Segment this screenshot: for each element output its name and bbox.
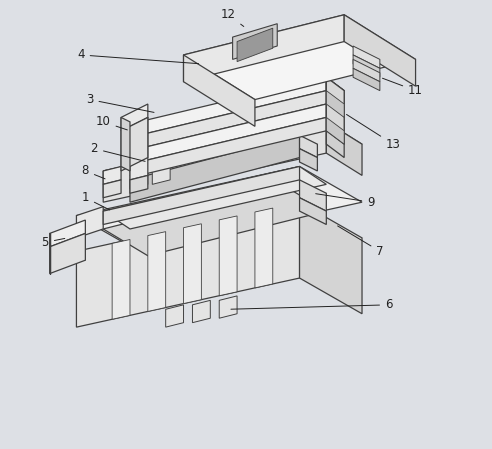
Polygon shape — [139, 117, 326, 176]
Polygon shape — [76, 167, 362, 251]
Polygon shape — [103, 122, 362, 193]
Polygon shape — [326, 91, 344, 117]
Polygon shape — [353, 68, 380, 91]
Polygon shape — [103, 185, 326, 256]
Polygon shape — [255, 208, 273, 288]
Text: 8: 8 — [82, 164, 105, 179]
Polygon shape — [112, 239, 130, 319]
Polygon shape — [326, 104, 344, 144]
Polygon shape — [184, 224, 201, 304]
Polygon shape — [121, 104, 148, 131]
Polygon shape — [103, 122, 326, 202]
Polygon shape — [130, 135, 300, 202]
Polygon shape — [300, 135, 317, 158]
Polygon shape — [130, 176, 148, 193]
Polygon shape — [103, 167, 121, 185]
Polygon shape — [326, 131, 344, 158]
Polygon shape — [219, 216, 237, 296]
Text: 3: 3 — [86, 93, 154, 112]
Polygon shape — [121, 117, 148, 171]
Text: 1: 1 — [82, 191, 110, 210]
Polygon shape — [300, 198, 326, 224]
Polygon shape — [300, 149, 317, 171]
Text: 12: 12 — [220, 8, 244, 26]
Polygon shape — [153, 153, 170, 171]
Polygon shape — [130, 171, 148, 189]
Text: 4: 4 — [77, 48, 199, 64]
Text: 2: 2 — [91, 142, 145, 161]
Polygon shape — [103, 167, 300, 224]
Polygon shape — [130, 117, 148, 180]
Polygon shape — [121, 117, 130, 171]
Polygon shape — [148, 232, 166, 312]
Text: 11: 11 — [382, 78, 423, 97]
Polygon shape — [300, 180, 326, 211]
Polygon shape — [50, 220, 85, 247]
Polygon shape — [184, 15, 344, 82]
Polygon shape — [166, 305, 184, 327]
Polygon shape — [326, 77, 344, 144]
Polygon shape — [76, 202, 300, 327]
Polygon shape — [130, 158, 148, 176]
Polygon shape — [184, 55, 255, 126]
Polygon shape — [233, 24, 277, 59]
Text: 7: 7 — [338, 226, 384, 258]
Polygon shape — [219, 296, 237, 318]
Polygon shape — [326, 77, 344, 104]
Polygon shape — [192, 300, 210, 323]
Text: 5: 5 — [41, 236, 65, 249]
Polygon shape — [353, 46, 380, 68]
Polygon shape — [344, 15, 416, 86]
Polygon shape — [237, 28, 273, 62]
Text: 13: 13 — [346, 114, 400, 151]
Text: 10: 10 — [96, 115, 127, 130]
Polygon shape — [326, 122, 362, 176]
Text: 9: 9 — [316, 194, 375, 209]
Polygon shape — [326, 117, 344, 144]
Polygon shape — [139, 77, 326, 135]
Polygon shape — [153, 167, 170, 185]
Polygon shape — [353, 55, 380, 77]
Polygon shape — [103, 167, 326, 229]
Polygon shape — [300, 202, 362, 314]
Polygon shape — [76, 207, 103, 238]
Polygon shape — [50, 233, 85, 273]
Polygon shape — [103, 180, 121, 198]
Polygon shape — [184, 15, 416, 100]
Polygon shape — [326, 77, 344, 117]
Polygon shape — [139, 104, 326, 162]
Text: 6: 6 — [231, 298, 393, 311]
Polygon shape — [139, 91, 326, 149]
Polygon shape — [353, 59, 380, 82]
